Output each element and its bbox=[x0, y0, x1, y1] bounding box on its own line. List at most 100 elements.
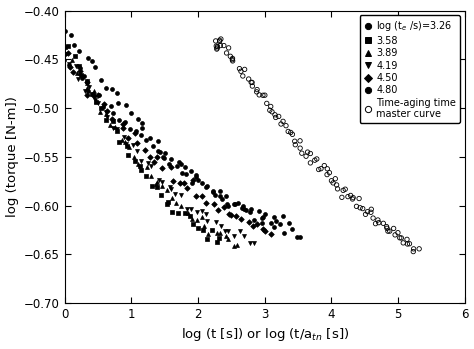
Point bbox=[410, 246, 418, 252]
Point bbox=[203, 183, 211, 188]
Point bbox=[240, 203, 247, 208]
Point bbox=[151, 159, 158, 165]
Legend: log (t$_e$ /s)=3.26, 3.58, 3.89, 4.19, 4.50, 4.80, Time-aging time
master curve: log (t$_e$ /s)=3.26, 3.58, 3.89, 4.19, 4… bbox=[360, 15, 460, 124]
Point bbox=[246, 210, 254, 215]
Point bbox=[181, 164, 189, 170]
Point bbox=[270, 214, 277, 220]
Point bbox=[404, 241, 411, 247]
Point bbox=[109, 125, 117, 131]
Point bbox=[217, 223, 225, 229]
Point bbox=[169, 178, 177, 184]
Point bbox=[113, 90, 121, 96]
Point bbox=[394, 230, 402, 236]
Point bbox=[83, 80, 91, 86]
Point bbox=[172, 191, 179, 197]
X-axis label: log (t [s]) or log (t/a$_{tn}$ [s]): log (t [s]) or log (t/a$_{tn}$ [s]) bbox=[181, 326, 349, 343]
Point bbox=[279, 119, 287, 124]
Point bbox=[398, 235, 405, 241]
Point bbox=[155, 138, 162, 143]
Point bbox=[228, 57, 236, 62]
Point bbox=[164, 201, 171, 206]
Point bbox=[71, 53, 79, 59]
Point bbox=[234, 200, 241, 206]
Point bbox=[202, 185, 210, 190]
Point bbox=[251, 218, 258, 223]
Point bbox=[106, 122, 114, 127]
Point bbox=[194, 225, 202, 230]
Point bbox=[69, 69, 77, 75]
Point bbox=[272, 115, 280, 120]
Point bbox=[261, 228, 268, 234]
Point bbox=[326, 170, 333, 176]
Point bbox=[210, 202, 218, 207]
Point bbox=[279, 214, 286, 219]
Point bbox=[203, 218, 210, 224]
Point bbox=[260, 214, 267, 220]
Point bbox=[83, 79, 91, 84]
Point bbox=[125, 152, 132, 157]
Point bbox=[349, 195, 357, 200]
Point bbox=[95, 92, 103, 98]
Point bbox=[344, 194, 352, 199]
Point bbox=[76, 65, 84, 70]
Point bbox=[224, 203, 232, 209]
Point bbox=[76, 69, 84, 74]
Point bbox=[158, 179, 166, 185]
Point bbox=[131, 130, 138, 135]
Point bbox=[190, 221, 197, 227]
Point bbox=[109, 118, 117, 124]
Point bbox=[232, 213, 239, 218]
Point bbox=[364, 209, 371, 215]
Point bbox=[78, 75, 85, 81]
Point bbox=[280, 230, 288, 236]
Point bbox=[168, 209, 175, 215]
Point bbox=[275, 114, 283, 119]
Point bbox=[90, 91, 97, 97]
Point bbox=[333, 182, 340, 188]
Point bbox=[75, 64, 82, 69]
Point bbox=[65, 62, 73, 68]
Point bbox=[64, 43, 72, 49]
Point bbox=[267, 220, 274, 225]
Point bbox=[199, 214, 206, 219]
Point bbox=[121, 120, 128, 125]
Point bbox=[137, 168, 144, 173]
Point bbox=[60, 57, 68, 63]
Point bbox=[100, 101, 108, 107]
Point bbox=[84, 55, 92, 61]
Point bbox=[203, 236, 210, 241]
Point bbox=[302, 154, 310, 159]
Point bbox=[119, 121, 127, 127]
Point bbox=[147, 174, 155, 179]
Point bbox=[135, 161, 142, 166]
Point bbox=[97, 109, 104, 114]
Point bbox=[231, 201, 238, 206]
Point bbox=[392, 232, 399, 238]
Point bbox=[220, 43, 228, 49]
Point bbox=[261, 92, 269, 98]
Point bbox=[102, 109, 110, 115]
Point bbox=[124, 143, 131, 149]
Point bbox=[258, 220, 266, 226]
Point bbox=[144, 164, 151, 170]
Point bbox=[180, 180, 188, 186]
Point bbox=[247, 80, 255, 85]
Point bbox=[307, 160, 314, 166]
Point bbox=[91, 88, 98, 94]
Point bbox=[253, 89, 261, 95]
Point bbox=[70, 42, 78, 47]
Point bbox=[216, 230, 224, 235]
Point bbox=[216, 236, 223, 241]
Point bbox=[396, 235, 403, 240]
Point bbox=[199, 193, 206, 199]
Point bbox=[258, 215, 265, 221]
Point bbox=[189, 177, 196, 183]
Point bbox=[153, 179, 161, 185]
Point bbox=[164, 199, 172, 205]
Point bbox=[372, 221, 379, 227]
Point bbox=[102, 111, 110, 116]
Point bbox=[209, 189, 217, 195]
Point bbox=[217, 36, 225, 42]
Point bbox=[250, 241, 258, 246]
Point bbox=[386, 228, 393, 234]
